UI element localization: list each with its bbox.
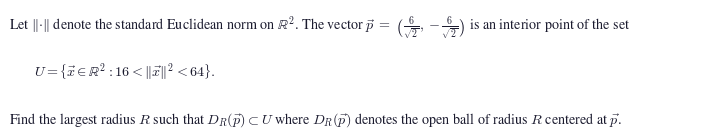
Text: $U = \left\{\vec{x} \in \mathbb{R}^2 : 16 < \|\vec{x}\|^2 < 64\right\}.$: $U = \left\{\vec{x} \in \mathbb{R}^2 : 1… [34,61,216,83]
Text: Let $\|{\cdot}\|$ denote the standard Euclidean norm on $\mathbb{R}^2$. The vect: Let $\|{\cdot}\|$ denote the standard Eu… [9,15,630,45]
Text: Find the largest radius $R$ such that $D_R(\vec{p}) \subset U$ where $D_R(\vec{p: Find the largest radius $R$ such that $D… [9,111,621,128]
